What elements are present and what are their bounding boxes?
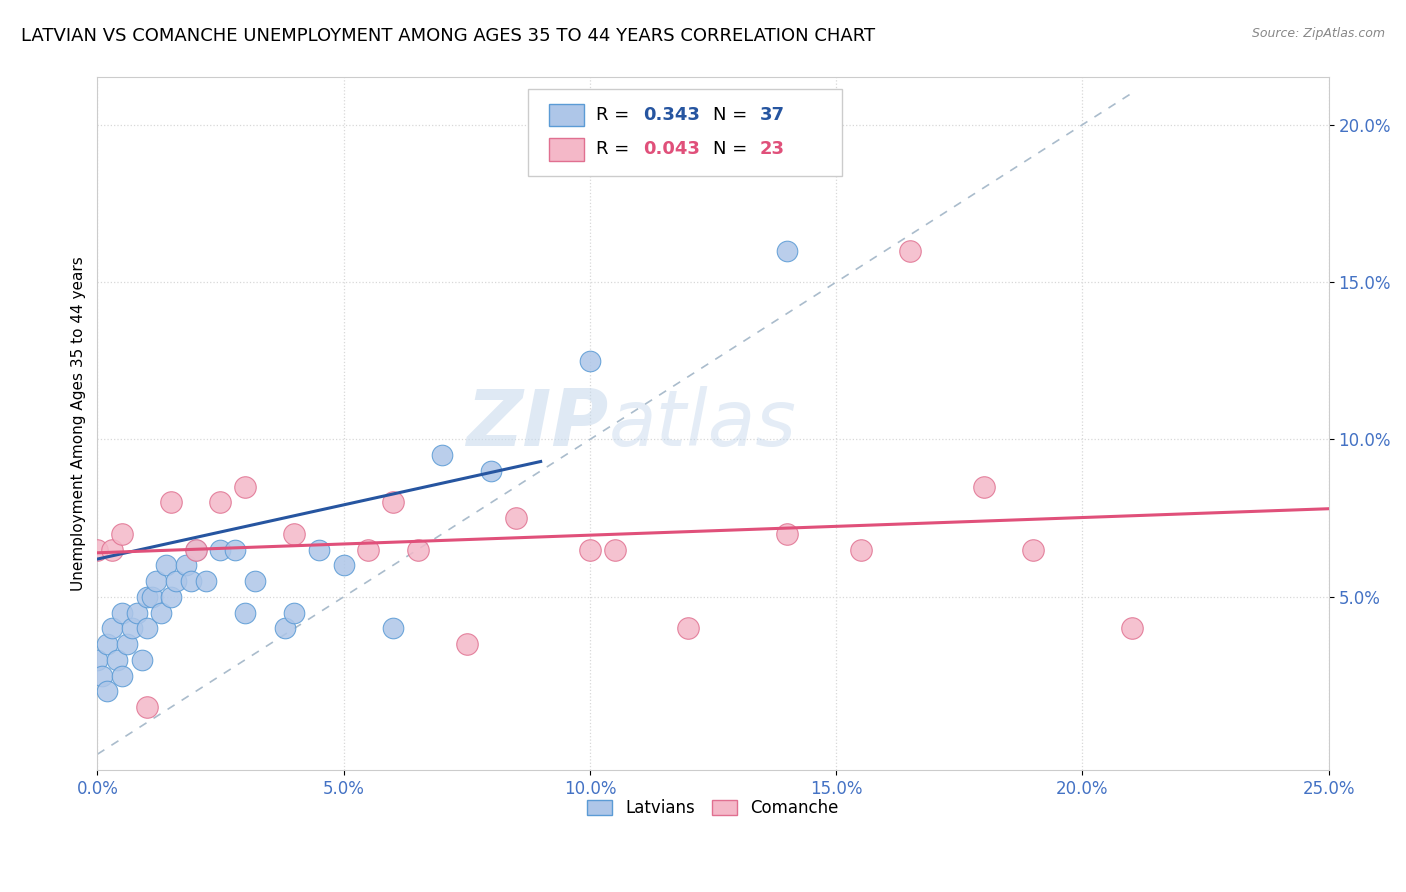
Point	[776, 527, 799, 541]
Point	[86, 653, 108, 667]
Text: N =: N =	[713, 140, 748, 159]
Point	[776, 244, 799, 258]
Point	[135, 700, 157, 714]
Point	[233, 480, 256, 494]
Point	[579, 542, 602, 557]
Text: 37: 37	[759, 106, 785, 124]
Text: R =: R =	[596, 106, 630, 124]
Text: R =: R =	[596, 140, 630, 159]
Point	[115, 637, 138, 651]
Point	[194, 574, 217, 588]
Point	[111, 527, 134, 541]
Point	[456, 637, 478, 651]
Point	[180, 574, 202, 588]
Point	[111, 606, 134, 620]
Point	[209, 495, 232, 509]
Text: 0.043: 0.043	[643, 140, 700, 159]
Point	[898, 244, 921, 258]
FancyBboxPatch shape	[550, 138, 583, 161]
Point	[243, 574, 266, 588]
Text: 23: 23	[759, 140, 785, 159]
Point	[111, 668, 134, 682]
Point	[332, 558, 354, 573]
Y-axis label: Unemployment Among Ages 35 to 44 years: Unemployment Among Ages 35 to 44 years	[72, 256, 86, 591]
Point	[160, 495, 183, 509]
Point	[135, 590, 157, 604]
Point	[209, 542, 232, 557]
Point	[1121, 621, 1143, 635]
Text: 0.343: 0.343	[643, 106, 700, 124]
Point	[381, 495, 404, 509]
Text: atlas: atlas	[609, 385, 796, 462]
Point	[105, 653, 128, 667]
Point	[381, 621, 404, 635]
Point	[145, 574, 167, 588]
Point	[86, 542, 108, 557]
Point	[579, 353, 602, 368]
Point	[174, 558, 197, 573]
Point	[430, 448, 453, 462]
FancyBboxPatch shape	[529, 89, 842, 176]
Point	[135, 621, 157, 635]
Point	[1022, 542, 1045, 557]
Point	[141, 590, 163, 604]
Legend: Latvians, Comanche: Latvians, Comanche	[581, 793, 845, 824]
Point	[96, 684, 118, 698]
Point	[165, 574, 187, 588]
FancyBboxPatch shape	[550, 103, 583, 126]
Point	[308, 542, 330, 557]
Point	[849, 542, 872, 557]
Point	[283, 606, 305, 620]
Point	[224, 542, 246, 557]
Point	[101, 621, 124, 635]
Point	[150, 606, 173, 620]
Point	[96, 637, 118, 651]
Point	[121, 621, 143, 635]
Point	[131, 653, 153, 667]
Point	[406, 542, 429, 557]
Point	[101, 542, 124, 557]
Point	[160, 590, 183, 604]
Point	[184, 542, 207, 557]
Point	[481, 464, 503, 478]
Point	[973, 480, 995, 494]
Point	[357, 542, 380, 557]
Point	[233, 606, 256, 620]
Point	[678, 621, 700, 635]
Point	[603, 542, 626, 557]
Point	[184, 542, 207, 557]
Point	[505, 511, 527, 525]
Point	[91, 668, 114, 682]
Point	[155, 558, 177, 573]
Text: Source: ZipAtlas.com: Source: ZipAtlas.com	[1251, 27, 1385, 40]
Text: LATVIAN VS COMANCHE UNEMPLOYMENT AMONG AGES 35 TO 44 YEARS CORRELATION CHART: LATVIAN VS COMANCHE UNEMPLOYMENT AMONG A…	[21, 27, 875, 45]
Text: N =: N =	[713, 106, 748, 124]
Point	[273, 621, 295, 635]
Point	[283, 527, 305, 541]
Text: ZIP: ZIP	[467, 385, 609, 462]
Point	[125, 606, 148, 620]
